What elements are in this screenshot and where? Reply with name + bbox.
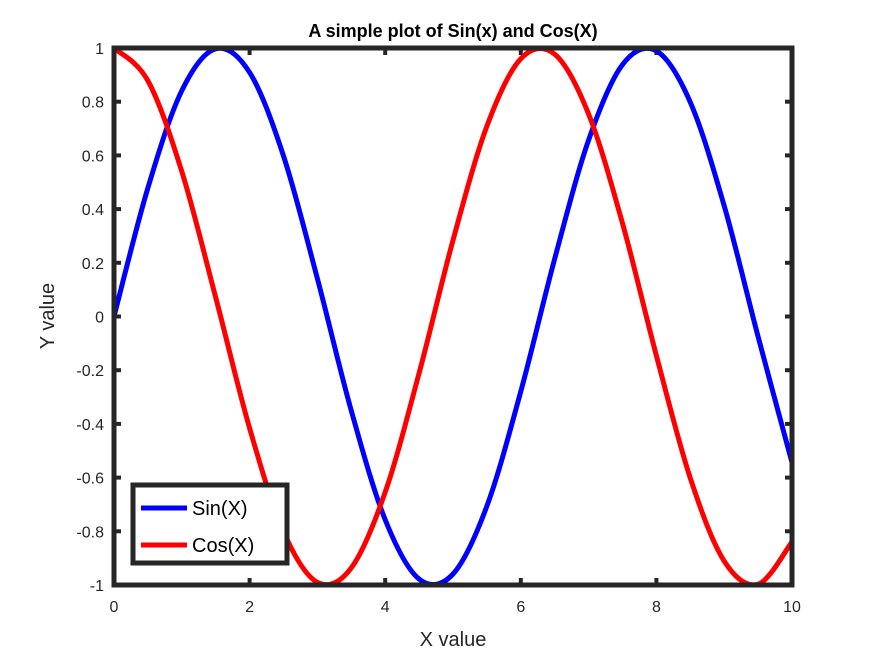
y-tick-label: 0.8 [82, 95, 104, 112]
legend-box [130, 482, 290, 566]
y-tick-label: 0.4 [82, 202, 104, 219]
y-tick-label: -0.4 [76, 417, 104, 434]
chart-title: A simple plot of Sin(x) and Cos(X) [308, 21, 597, 41]
series-line-cos [112, 45, 795, 588]
y-tick-label: -0.8 [76, 524, 104, 541]
x-tick-label: 0 [110, 599, 119, 616]
x-axis-label: X value [420, 629, 487, 651]
y-tick-label: -0.2 [76, 363, 104, 380]
x-tick-label: 8 [652, 599, 661, 616]
x-tick-label: 6 [516, 599, 525, 616]
x-tick-label: 2 [245, 599, 254, 616]
y-tick-label: -1 [90, 578, 104, 595]
x-tick-label: 4 [381, 599, 390, 616]
legend: Sin(X) Cos(X) [130, 482, 290, 566]
tick-labels: 0 2 4 6 8 10 -1 -0.8 -0.6 -0.4 -0.2 0 0.2 0.4 0.6 0.8 1 [76, 41, 801, 616]
y-tick-label: 0.2 [82, 256, 104, 273]
legend-label-sin: Sin(X) [192, 498, 248, 520]
legend-label-cos: Cos(X) [192, 535, 254, 557]
y-tick-label: 0 [95, 310, 104, 327]
y-tick-label: -0.6 [76, 471, 104, 488]
y-tick-label: 1 [95, 41, 104, 58]
y-tick-label: 0.6 [82, 148, 104, 165]
x-tick-label: 10 [783, 599, 801, 616]
y-axis-label: Y value [37, 283, 59, 349]
axes-box [111, 45, 795, 588]
